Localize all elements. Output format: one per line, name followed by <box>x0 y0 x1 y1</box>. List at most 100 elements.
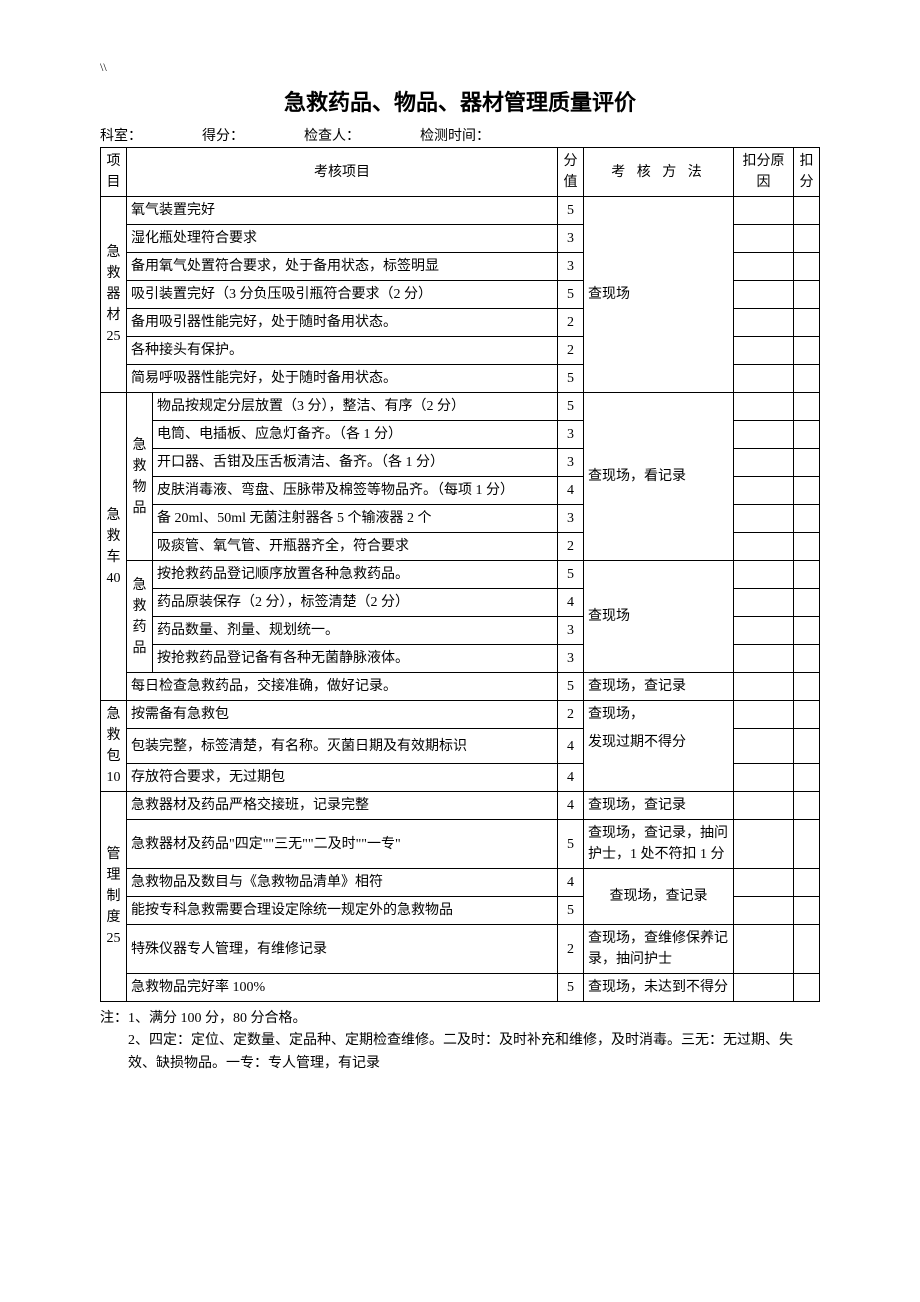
score-cell: 2 <box>558 925 584 974</box>
deduct-cell <box>794 764 820 792</box>
col-deduct: 扣分 <box>794 148 820 197</box>
item-cell: 湿化瓶处理符合要求 <box>127 225 558 253</box>
category-cell: 管理制度25 <box>101 792 127 1002</box>
note-line-2: 2、四定：定位、定数量、定品种、定期检查维修。二及时：及时补充和维修，及时消毒。… <box>100 1030 820 1075</box>
score-cell: 5 <box>558 974 584 1002</box>
table-row: 急救器材25 氧气装置完好 5 查现场 <box>101 197 820 225</box>
score-cell: 3 <box>558 505 584 533</box>
item-cell: 急救物品完好率 100% <box>127 974 558 1002</box>
item-cell: 电筒、电插板、应急灯备齐。（各 1 分） <box>153 421 558 449</box>
reason-cell <box>734 561 794 589</box>
score-cell: 3 <box>558 225 584 253</box>
score-cell: 5 <box>558 897 584 925</box>
deduct-cell <box>794 421 820 449</box>
deduct-cell <box>794 477 820 505</box>
category-cell: 急救包10 <box>101 701 127 792</box>
reason-cell <box>734 869 794 897</box>
method-cell: 发现过期不得分 <box>584 729 734 792</box>
score-cell: 3 <box>558 617 584 645</box>
table-row: 每日检查急救药品，交接准确，做好记录。 5 查现场，查记录 <box>101 673 820 701</box>
reason-cell <box>734 449 794 477</box>
item-cell: 氧气装置完好 <box>127 197 558 225</box>
deduct-cell <box>794 645 820 673</box>
table-row: 急救器材及药品"四定""三无""二及时""一专" 5 查现场，查记录，抽问护士，… <box>101 820 820 869</box>
score-label: 得分： <box>202 125 244 145</box>
item-cell: 药品数量、剂量、规划统一。 <box>153 617 558 645</box>
method-cell: 查现场，查记录 <box>584 673 734 701</box>
time-label: 检测时间： <box>420 125 490 145</box>
item-cell: 备 20ml、50ml 无菌注射器各 5 个输液器 2 个 <box>153 505 558 533</box>
score-cell: 3 <box>558 253 584 281</box>
reason-cell <box>734 253 794 281</box>
reason-cell <box>734 225 794 253</box>
item-cell: 急救器材及药品"四定""三无""二及时""一专" <box>127 820 558 869</box>
method-cell: 查现场， <box>584 701 734 729</box>
score-cell: 3 <box>558 421 584 449</box>
reason-cell <box>734 365 794 393</box>
item-cell: 按抢救药品登记备有各种无菌静脉液体。 <box>153 645 558 673</box>
method-cell: 查现场，未达到不得分 <box>584 974 734 1002</box>
reason-cell <box>734 533 794 561</box>
page-title: 急救药品、物品、器材管理质量评价 <box>100 85 820 117</box>
reason-cell <box>734 393 794 421</box>
reason-cell <box>734 281 794 309</box>
item-cell: 药品原装保存（2 分），标签清楚（2 分） <box>153 589 558 617</box>
reason-cell <box>734 974 794 1002</box>
item-cell: 急救物品及数目与《急救物品清单》相符 <box>127 869 558 897</box>
score-cell: 5 <box>558 365 584 393</box>
method-cell: 查现场，查记录 <box>584 792 734 820</box>
deduct-cell <box>794 281 820 309</box>
reason-cell <box>734 421 794 449</box>
score-cell: 5 <box>558 561 584 589</box>
subcategory-cell: 急救药品 <box>127 561 153 673</box>
item-cell: 物品按规定分层放置（3 分），整洁、有序（2 分） <box>153 393 558 421</box>
item-cell: 能按专科急救需要合理设定除统一规定外的急救物品 <box>127 897 558 925</box>
score-cell: 5 <box>558 820 584 869</box>
table-header-row: 项目 考核项目 分值 考 核 方 法 扣分原因 扣分 <box>101 148 820 197</box>
evaluation-table: 项目 考核项目 分值 考 核 方 法 扣分原因 扣分 急救器材25 氧气装置完好… <box>100 147 820 1002</box>
item-cell: 按需备有急救包 <box>127 701 558 729</box>
score-cell: 4 <box>558 729 584 764</box>
category-cell: 急救车40 <box>101 393 127 701</box>
deduct-cell <box>794 869 820 897</box>
deduct-cell <box>794 449 820 477</box>
dept-label: 科室： <box>100 125 142 145</box>
header-mark: \\ <box>100 60 820 75</box>
score-cell: 3 <box>558 645 584 673</box>
table-row: 包装完整，标签清楚，有名称。灭菌日期及有效期标识 4 发现过期不得分 <box>101 729 820 764</box>
item-cell: 特殊仪器专人管理，有维修记录 <box>127 925 558 974</box>
score-cell: 2 <box>558 701 584 729</box>
deduct-cell <box>794 309 820 337</box>
score-cell: 5 <box>558 673 584 701</box>
item-cell: 包装完整，标签清楚，有名称。灭菌日期及有效期标识 <box>127 729 558 764</box>
col-category: 项目 <box>101 148 127 197</box>
reason-cell <box>734 505 794 533</box>
col-method: 考 核 方 法 <box>584 148 734 197</box>
table-row: 特殊仪器专人管理，有维修记录 2 查现场，查维修保养记录，抽问护士 <box>101 925 820 974</box>
item-cell: 开口器、舌钳及压舌板清洁、备齐。（各 1 分） <box>153 449 558 477</box>
score-cell: 2 <box>558 337 584 365</box>
col-score: 分值 <box>558 148 584 197</box>
deduct-cell <box>794 253 820 281</box>
table-row: 急救包10 按需备有急救包 2 查现场， <box>101 701 820 729</box>
item-cell: 备用吸引器性能完好，处于随时备用状态。 <box>127 309 558 337</box>
item-cell: 皮肤消毒液、弯盘、压脉带及棉签等物品齐。（每项 1 分） <box>153 477 558 505</box>
method-cell: 查现场，查维修保养记录，抽问护士 <box>584 925 734 974</box>
deduct-cell <box>794 792 820 820</box>
reason-cell <box>734 673 794 701</box>
deduct-cell <box>794 365 820 393</box>
reason-cell <box>734 197 794 225</box>
form-header: 科室： 得分： 检查人： 检测时间： <box>100 125 820 145</box>
deduct-cell <box>794 974 820 1002</box>
table-row: 急救物品完好率 100% 5 查现场，未达到不得分 <box>101 974 820 1002</box>
table-row: 急救车40 急救物品 物品按规定分层放置（3 分），整洁、有序（2 分） 5 查… <box>101 393 820 421</box>
col-item: 考核项目 <box>127 148 558 197</box>
method-cell: 查现场，看记录 <box>584 393 734 561</box>
reason-cell <box>734 701 794 729</box>
score-cell: 4 <box>558 477 584 505</box>
inspector-label: 检查人： <box>304 125 360 145</box>
table-row: 急救药品 按抢救药品登记顺序放置各种急救药品。 5 查现场 <box>101 561 820 589</box>
reason-cell <box>734 820 794 869</box>
score-cell: 2 <box>558 309 584 337</box>
reason-cell <box>734 729 794 764</box>
